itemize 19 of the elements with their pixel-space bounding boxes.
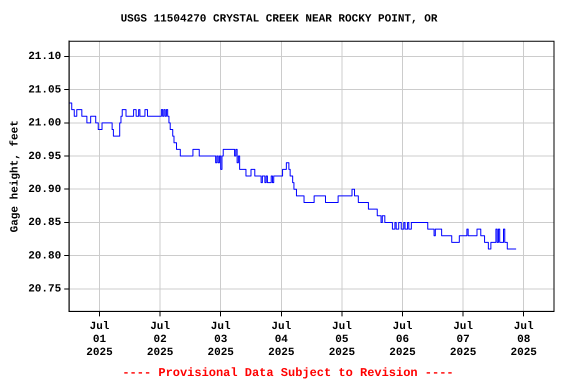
x-tick-label: Jul 06 2025 [389, 320, 416, 360]
y-tick-label: 21.00 [28, 118, 62, 130]
x-tick-label: Jul 05 2025 [328, 320, 356, 360]
x-tick-label: Jul 07 2025 [450, 320, 477, 360]
x-tick-label: Jul 01 2025 [86, 320, 114, 360]
chart-title: USGS 11504270 CRYSTAL CREEK NEAR ROCKY POINT, OR [120, 13, 438, 26]
y-axis-title: Gage height, feet [8, 120, 22, 232]
x-tick-label: Jul 02 2025 [146, 320, 174, 360]
y-tick-label: 21.05 [28, 84, 62, 96]
y-tick-label: 20.80 [28, 250, 62, 262]
y-tick-label: 21.10 [28, 51, 62, 64]
y-tick-label: 20.85 [28, 217, 62, 230]
x-tick-label: Jul 03 2025 [208, 320, 234, 360]
y-tick-label: 20.95 [28, 150, 62, 163]
y-tick-label: 20.90 [28, 184, 62, 196]
x-tick-label: Jul 04 2025 [268, 320, 295, 360]
y-tick-label: 20.75 [28, 284, 62, 296]
x-tick-label: Jul 08 2025 [510, 320, 538, 360]
text: ---- Provisional Data Subject to Revision ---- [121, 366, 455, 380]
